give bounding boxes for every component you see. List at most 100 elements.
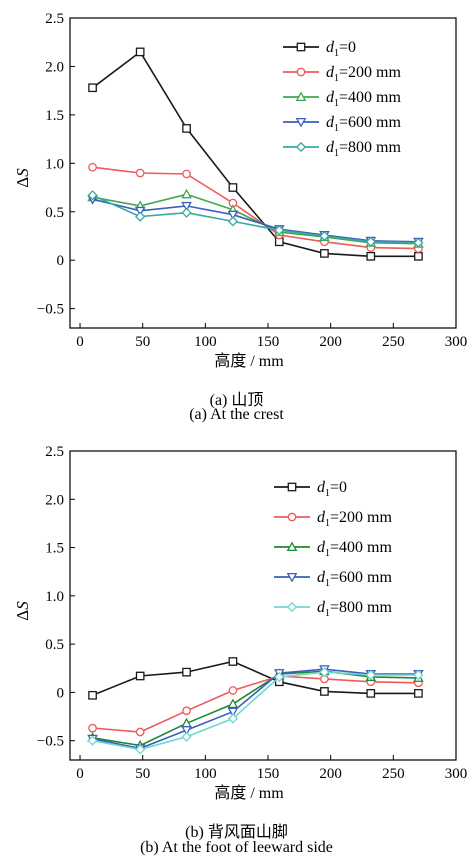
y-tick-label: 1.5 — [45, 108, 64, 124]
series-line-3 — [92, 668, 419, 750]
y-tick-label: 1.0 — [45, 589, 64, 605]
legend-value: =200 mm — [330, 509, 392, 526]
y-tick-label: 1.0 — [45, 156, 64, 172]
legend-marker-0 — [296, 42, 306, 52]
data-point-series-0 — [414, 689, 423, 698]
data-point-series-4 — [135, 211, 146, 222]
x-tick-label: 50 — [135, 334, 150, 350]
caption-a-chinese: (a) 山顶 — [209, 392, 264, 409]
y-tick-label: 2.5 — [45, 444, 64, 460]
x-tick-label: 300 — [445, 766, 468, 782]
x-tick-label: 100 — [194, 334, 217, 350]
y-tick-label: 0.5 — [45, 205, 64, 221]
y-tick-label: 2.0 — [45, 492, 64, 508]
data-point-series-1 — [88, 723, 97, 733]
data-point-series-4 — [365, 236, 376, 247]
x-tick-label: 250 — [382, 766, 405, 782]
legend-value: =0 — [339, 39, 356, 56]
legend-subscript: 1 — [325, 518, 330, 529]
legend-subscript: 1 — [325, 488, 330, 499]
x-tick-label: 150 — [257, 766, 280, 782]
data-point-series-3 — [134, 206, 146, 217]
legend-subscript: 1 — [325, 578, 330, 589]
series-line-1 — [92, 675, 419, 733]
x-axis-label: 高度 / mm — [214, 784, 284, 802]
legend-var: d — [326, 89, 335, 106]
y-tick-label: 2.5 — [45, 11, 64, 27]
data-point-series-2 — [227, 698, 239, 709]
legend-subscript: 1 — [334, 123, 339, 134]
legend-subscript: 1 — [325, 608, 330, 619]
y-tick-label: 0 — [57, 685, 65, 701]
x-tick-label: 300 — [445, 334, 468, 350]
data-point-series-4 — [274, 225, 285, 236]
x-tick-label: 50 — [135, 766, 150, 782]
legend-var: d — [326, 114, 335, 131]
legend-var: d — [326, 64, 335, 81]
legend-var: d — [326, 139, 335, 156]
legend-var: d — [326, 39, 335, 56]
legend-label-0: d1=0 — [317, 479, 347, 499]
data-point-series-0 — [414, 251, 423, 261]
data-point-series-1 — [135, 727, 145, 737]
legend-var: d — [317, 509, 326, 526]
legend-var: d — [317, 479, 326, 496]
data-point-series-4 — [274, 671, 285, 683]
y-tick-label: −0.5 — [37, 302, 64, 318]
series-line-1 — [92, 166, 419, 250]
legend-marker-2 — [286, 541, 298, 552]
legend-marker-0 — [287, 482, 297, 492]
y-tick-label: 0 — [57, 253, 65, 269]
legend-subscript: 1 — [334, 48, 339, 59]
data-point-series-4 — [319, 667, 330, 678]
x-tick-label: 200 — [319, 766, 342, 782]
y-tick-label: 2.0 — [45, 59, 64, 75]
series-line-2 — [92, 193, 419, 245]
plot-frame — [69, 450, 457, 761]
y-tick-label: −0.5 — [37, 734, 64, 750]
legend-var: d — [317, 539, 326, 556]
legend-value: =200 mm — [339, 64, 401, 81]
x-axis-label: 高度 / mm — [214, 352, 284, 370]
data-point-series-0 — [228, 183, 238, 192]
legend-value: =400 mm — [339, 89, 401, 106]
legend-label-2: d1=400 mm — [317, 539, 392, 559]
data-point-series-4 — [181, 207, 192, 218]
legend-label-1: d1=200 mm — [326, 64, 401, 84]
legend-label-4: d1=800 mm — [317, 599, 392, 619]
data-point-series-0 — [366, 689, 376, 698]
data-point-series-0 — [88, 690, 97, 700]
legend-subscript: 1 — [334, 148, 339, 159]
data-point-series-0 — [320, 687, 329, 696]
x-tick-label: 200 — [319, 334, 342, 350]
data-point-series-0 — [320, 249, 329, 258]
data-point-series-1 — [228, 686, 238, 695]
legend-value: =800 mm — [330, 599, 392, 616]
legend-subscript: 1 — [325, 548, 330, 559]
legend-subscript: 1 — [334, 73, 339, 84]
y-axis-label-delta: Δ — [13, 610, 32, 621]
legend-label-0: d1=0 — [326, 39, 356, 59]
caption-b-chinese: (b) 背风面山脚 — [185, 824, 288, 841]
legend-marker-4 — [295, 141, 307, 153]
data-point-series-4 — [87, 735, 98, 746]
legend-value: =400 mm — [330, 539, 392, 556]
x-tick-label: 0 — [76, 334, 84, 350]
legend-value: =600 mm — [339, 114, 401, 131]
legend-var: d — [317, 569, 326, 586]
data-point-series-4 — [87, 190, 98, 201]
caption-a-english: (a) At the crest — [189, 406, 284, 423]
series-line-0 — [92, 660, 419, 697]
data-point-series-2 — [181, 188, 192, 199]
x-tick-label: 0 — [76, 766, 84, 782]
legend-marker-1 — [287, 512, 297, 522]
data-point-series-3 — [227, 210, 239, 221]
series-line-3 — [92, 198, 419, 243]
chart-panel-a: −0.5 0 0.5 1.0 1.5 2.0 2.5 0 50 100 150 200 250 300 高度… — [13, 11, 467, 370]
x-tick-label: 150 — [257, 334, 280, 350]
data-point-series-4 — [227, 713, 239, 724]
legend-marker-2 — [295, 91, 307, 102]
caption-b-english: (b) At the foot of leeward side — [140, 839, 333, 856]
data-point-series-0 — [88, 83, 97, 93]
y-axis-label-delta: Δ — [13, 177, 32, 188]
